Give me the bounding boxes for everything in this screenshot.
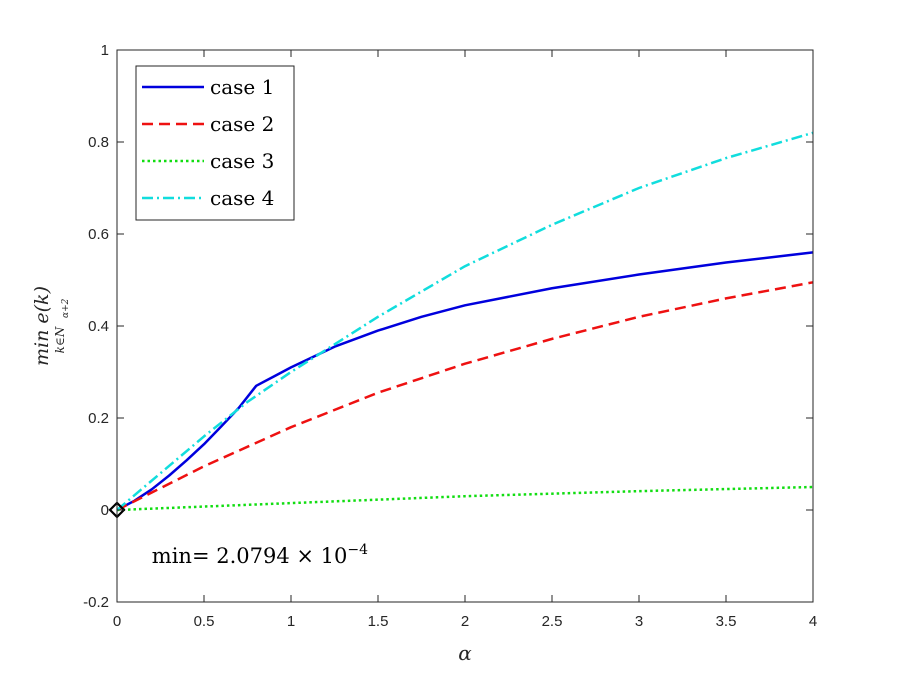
min-annotation-exponent: −4 (347, 542, 368, 558)
x-tick-label: 1.5 (368, 613, 389, 630)
y-axis-label-subscript: k∈N (53, 326, 67, 353)
series-layer (116, 131, 814, 512)
legend-label: case 3 (210, 149, 274, 173)
x-tick-label: 4 (809, 613, 817, 630)
y-tick-label: 0.6 (88, 226, 109, 243)
series-line-case-2 (116, 281, 814, 512)
y-tick-label: 0.4 (88, 318, 109, 335)
min-annotation-text: min= 2.0794 × 10 (152, 544, 348, 568)
x-tick-label: 2.5 (542, 613, 563, 630)
x-tick-label: 1 (287, 613, 295, 630)
y-axis-label-subscript-index: α+2 (61, 298, 71, 318)
legend-box (135, 65, 295, 221)
x-tick-label: 0.5 (194, 613, 215, 630)
y-tick-label: 0.8 (88, 134, 109, 151)
x-axis-label: α (458, 641, 472, 665)
series-line-case-3 (116, 485, 814, 512)
x-tick-label: 0 (113, 613, 121, 630)
x-tick-label: 2 (461, 613, 469, 630)
min-annotation: min= 2.0794 × 10−4 (152, 542, 368, 568)
y-axis-label: min e(k) (31, 286, 53, 366)
y-tick-label: 0 (101, 502, 109, 519)
series-line-case-4 (116, 131, 814, 511)
legend-label: case 1 (210, 75, 274, 99)
x-tick-label: 3.5 (716, 613, 737, 630)
legend-items: case 1 case 2 case 3 case 4 (142, 75, 274, 210)
legend-label: case 2 (210, 112, 274, 136)
tick-layer: 0 0.5 1 1.5 2 2.5 3 3.5 4-0.200.20.40.60.81 (83, 42, 817, 630)
y-axis-label-group: min e(k) k∈N α+2 (31, 286, 71, 366)
series-line-case-1 (116, 251, 814, 512)
y-tick-label: -0.2 (83, 594, 109, 611)
y-tick-label: 0.2 (88, 410, 109, 427)
x-tick-label: 3 (635, 613, 643, 630)
legend: case 1 case 2 case 3 case 4 (135, 65, 295, 221)
legend-label: case 4 (210, 186, 274, 210)
y-tick-label: 1 (101, 42, 109, 59)
